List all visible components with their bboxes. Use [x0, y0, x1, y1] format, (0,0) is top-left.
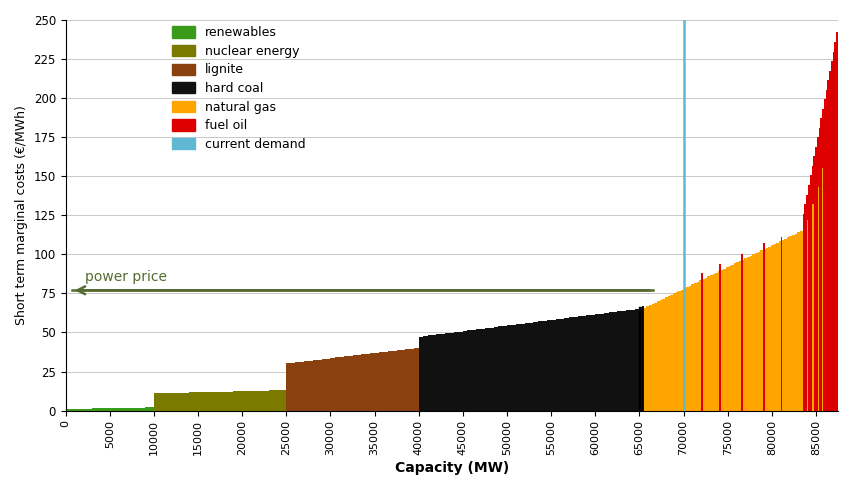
Text: power price: power price	[85, 270, 167, 284]
Legend: renewables, nuclear energy, lignite, hard coal, natural gas, fuel oil, current d: renewables, nuclear energy, lignite, har…	[172, 26, 305, 151]
Y-axis label: Short term marginal costs (€/MWh): Short term marginal costs (€/MWh)	[15, 105, 28, 325]
X-axis label: Capacity (MW): Capacity (MW)	[394, 461, 509, 475]
